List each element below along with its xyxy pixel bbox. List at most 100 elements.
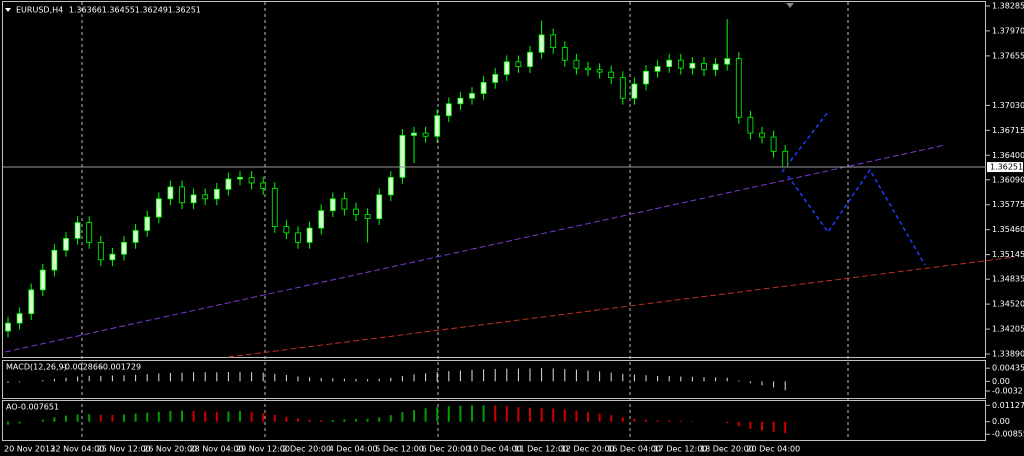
candle-body: [596, 69, 603, 73]
candle-body: [538, 34, 545, 53]
candle-body: [527, 51, 533, 67]
trendline-red: [227, 256, 1016, 358]
candle-body: [271, 188, 278, 227]
x-tick-label: 12 Dec 20:00: [561, 445, 615, 454]
menu-arrow: [5, 8, 11, 12]
candle-body: [469, 93, 475, 99]
y-tick-label: 1.38285: [992, 1, 1024, 10]
candle-body: [759, 132, 765, 138]
x-tick-label: 11 Dec 12:00: [514, 445, 568, 454]
candle-body: [260, 182, 267, 189]
header: EURUSD,H4: [5, 6, 63, 15]
x-tick-label: 10 Dec 04:00: [468, 445, 522, 454]
candle-body: [561, 47, 568, 61]
candle-body: [179, 186, 185, 204]
header-value: 1.36249: [135, 6, 168, 15]
candle-body: [457, 97, 464, 105]
candle-body: [724, 58, 731, 65]
x-tick-label: 22 Nov 04:00: [50, 445, 104, 454]
x-tick-label: 28 Nov 04:00: [190, 445, 244, 454]
candle-body: [329, 198, 336, 212]
candle-body: [782, 150, 789, 168]
symbol: EURUSD,H4: [16, 6, 63, 15]
candle-body: [747, 116, 754, 134]
candle-body: [202, 194, 209, 200]
candle-body: [387, 177, 394, 196]
indicator-title: AO: [6, 403, 18, 412]
candle-body: [411, 132, 417, 136]
candle-body: [213, 188, 220, 200]
candle-body: [132, 230, 139, 243]
candle-body: [97, 241, 104, 261]
candle-body: [39, 269, 46, 291]
x-tick-label: 20 Dec 04:00: [746, 445, 800, 454]
y-tick-label: 0.00: [992, 417, 1010, 426]
current-price-label: 1.36251: [990, 163, 1023, 172]
candle-body: [515, 61, 522, 67]
candle-body: [74, 222, 81, 239]
y-tick-label: 0.011275: [992, 401, 1024, 410]
candle-body: [144, 216, 151, 231]
candle-body: [735, 58, 742, 118]
candle-body: [573, 59, 580, 69]
projection-zigzag: [787, 168, 926, 266]
candle-body: [399, 135, 406, 178]
y-tick-label: 1.37970: [992, 26, 1024, 35]
candle-body: [121, 241, 127, 255]
candle-body: [434, 115, 441, 137]
candle-body: [643, 70, 649, 85]
candle-body: [619, 77, 626, 99]
current-price-box: [987, 162, 1023, 173]
y-tick-label: 1.34835: [992, 275, 1024, 284]
candle-body: [51, 249, 58, 271]
x-tick-label: 16 Dec 04:00: [607, 445, 661, 454]
candle-body: [86, 222, 93, 243]
candle-body: [376, 194, 383, 220]
shift-marker: [786, 3, 794, 8]
y-tick-label: 1.35775: [992, 200, 1024, 209]
candle-body: [712, 63, 719, 71]
y-tick-label: 1.33890: [992, 350, 1024, 359]
ao-panel: [2, 400, 986, 441]
candle-body: [5, 322, 11, 332]
candle-body: [167, 186, 174, 200]
y-tick-label: 0.00: [992, 377, 1010, 386]
candle-body: [190, 194, 197, 204]
candle-body: [585, 67, 591, 71]
candle-body: [608, 71, 615, 79]
y-tick-label: 0.004352: [992, 364, 1024, 373]
header-value: 1.36251: [168, 6, 201, 15]
candle-body: [225, 178, 232, 190]
candle-body: [550, 34, 557, 48]
y-tick-label: 1.36400: [992, 151, 1024, 160]
candle-body: [63, 238, 69, 251]
y-tick-label: 1.37030: [992, 101, 1024, 110]
x-tick-label: 18 Dec 20:00: [700, 445, 754, 454]
trendline-purple: [4, 144, 946, 353]
candle-body: [237, 177, 243, 180]
candle-body: [16, 313, 23, 324]
main-panel: [2, 1, 986, 358]
candle-body: [318, 210, 325, 229]
x-tick-label: 29 Nov 12:00: [236, 445, 290, 454]
y-tick-label: 1.35145: [992, 250, 1024, 259]
candle-body: [503, 61, 510, 75]
y-tick-label: -0.008552: [992, 430, 1024, 439]
candle-body: [248, 177, 255, 184]
candle-body: [353, 208, 359, 216]
header-value: 1.36455: [102, 6, 135, 15]
y-tick-label: 1.36090: [992, 175, 1024, 184]
x-tick-label: 17 Dec 12:00: [654, 445, 708, 454]
candle-body: [666, 59, 673, 67]
candle-body: [770, 136, 777, 152]
macd-panel: [2, 360, 986, 399]
candle-body: [28, 289, 35, 315]
x-tick-label: 6 Dec 20:00: [422, 445, 471, 454]
candle-body: [422, 132, 429, 137]
candle-body: [677, 59, 684, 69]
projection-up: [781, 111, 829, 173]
y-tick-label: 1.35460: [992, 225, 1024, 234]
candle-body: [654, 66, 661, 72]
